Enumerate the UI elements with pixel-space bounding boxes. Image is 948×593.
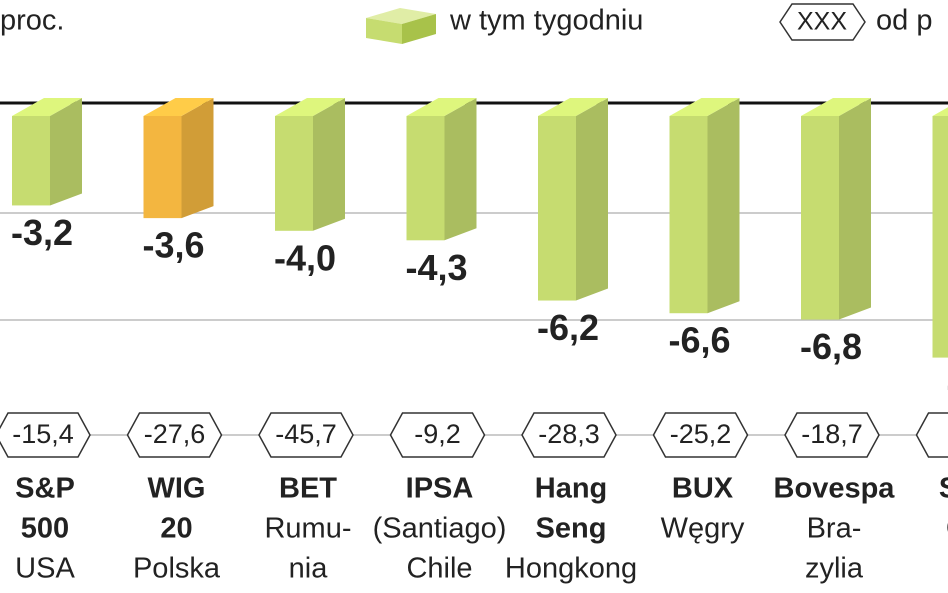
bar (275, 116, 313, 231)
bar-top (275, 98, 345, 116)
bar (406, 116, 445, 241)
bar-side (181, 98, 214, 219)
category-region: (Santiago) (373, 513, 507, 545)
value-label: -3,6 (142, 225, 204, 266)
bar (669, 116, 708, 314)
annotation-label: -15,4 (12, 419, 74, 449)
category-name: BUX (672, 473, 734, 505)
bar-top (932, 107, 948, 116)
bar (143, 116, 182, 219)
annotation-hexagon (652, 412, 749, 458)
annotation-label: -45,7 (275, 419, 337, 449)
annotation-hexagon (0, 412, 91, 458)
value-label: -6,6 (668, 320, 730, 361)
bar-side (50, 98, 82, 206)
bar-top (669, 98, 740, 116)
category-region: Hongkong (505, 553, 637, 585)
category-region: Chile (406, 553, 472, 585)
annotation-hexagon (389, 412, 486, 458)
legend-hexagon-text: XXX (797, 8, 847, 36)
bar (538, 116, 576, 301)
category-region: Rumu- (264, 513, 351, 545)
bar (801, 116, 839, 320)
annotation-hexagon (258, 412, 354, 458)
bar-side (839, 98, 871, 320)
annotation-hexagon (915, 412, 948, 458)
bar-side (707, 98, 740, 314)
category-region: zylia (805, 553, 864, 585)
bar-top (801, 98, 871, 116)
bar (932, 116, 948, 358)
category-name: 20 (160, 513, 192, 545)
annotation-label: -25,2 (670, 419, 732, 449)
annotation-label: -28,3 (538, 419, 600, 449)
value-label: -8 (946, 364, 948, 405)
annotation-hexagon (521, 412, 617, 458)
value-label: -4,0 (274, 237, 336, 278)
category-name: S&P (15, 473, 75, 505)
category-name: Co (946, 513, 948, 545)
value-label: -6,2 (537, 307, 599, 348)
annotation-label: -9,2 (414, 419, 461, 449)
category-name: IPSA (406, 473, 474, 505)
category-name: Bovespa (774, 473, 896, 505)
legend-icon (366, 8, 436, 44)
category-region: USA (15, 553, 75, 585)
bar (12, 116, 50, 206)
category-region: Bra- (807, 513, 862, 545)
value-label: -4,3 (405, 247, 467, 288)
bar-top (406, 98, 477, 116)
legend-annotation-label: od p (876, 5, 932, 37)
bar-side (444, 98, 477, 241)
legend-hexagon (779, 3, 866, 41)
annotation-hexagon (784, 412, 880, 458)
category-name: BET (279, 473, 337, 505)
annotation-label: -18,7 (801, 419, 863, 449)
bar-side (313, 98, 345, 231)
bar-side (576, 98, 608, 301)
bar-top (538, 98, 608, 116)
unit-label: proc. (0, 5, 64, 37)
annotation-hexagon (126, 412, 223, 458)
category-name: Sha (939, 473, 948, 505)
value-label: -3,2 (11, 212, 73, 253)
category-name: Hang (535, 473, 608, 505)
value-label: -6,8 (800, 326, 862, 367)
category-region: Węgry (661, 513, 745, 545)
bar-top (12, 98, 82, 116)
annotation-label: -27,6 (144, 419, 206, 449)
category-name: 500 (21, 513, 69, 545)
category-region: nia (289, 553, 329, 585)
category-name: WIG (148, 473, 206, 505)
legend-label: w tym tygodniu (449, 5, 643, 37)
category-name: Seng (536, 513, 607, 545)
bar-top (143, 98, 214, 116)
category-region: Polska (133, 553, 221, 585)
